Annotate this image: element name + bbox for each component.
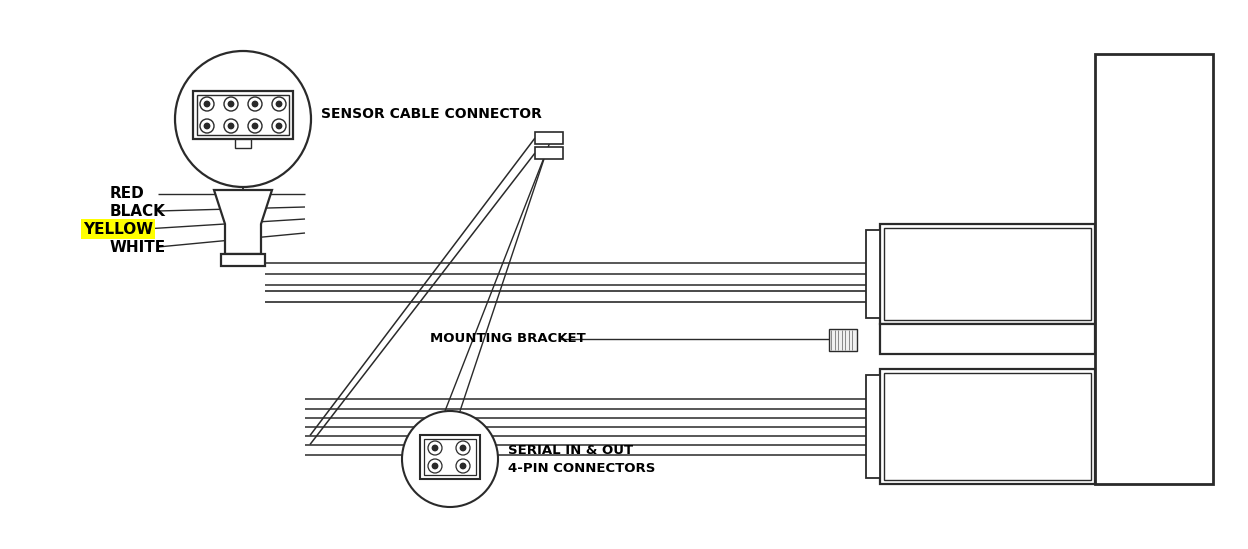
Text: SENSOR CABLE CONNECTOR: SENSOR CABLE CONNECTOR (321, 107, 542, 121)
Circle shape (428, 459, 442, 473)
Bar (880, 224, 1094, 324)
Circle shape (433, 463, 438, 468)
Circle shape (223, 119, 238, 133)
Text: YELLOW: YELLOW (84, 221, 154, 237)
Circle shape (402, 411, 498, 507)
Circle shape (428, 441, 442, 455)
Circle shape (272, 97, 286, 111)
Text: MOUNTING BRACKET: MOUNTING BRACKET (431, 333, 585, 345)
Bar (193, 91, 293, 139)
Circle shape (223, 97, 238, 111)
Bar (884, 228, 1091, 320)
Circle shape (461, 463, 466, 468)
Text: WHITE: WHITE (110, 239, 166, 255)
Circle shape (252, 102, 257, 107)
Circle shape (205, 124, 210, 128)
Circle shape (252, 124, 257, 128)
Bar (866, 375, 880, 478)
Circle shape (200, 119, 213, 133)
Bar (884, 373, 1091, 480)
Circle shape (175, 51, 311, 187)
Circle shape (277, 124, 282, 128)
Text: BLACK: BLACK (110, 204, 166, 219)
Circle shape (200, 97, 213, 111)
Circle shape (248, 97, 262, 111)
Circle shape (433, 445, 438, 451)
Bar (880, 324, 1094, 354)
Circle shape (272, 119, 286, 133)
Bar (221, 254, 265, 266)
Text: RED: RED (110, 187, 145, 201)
Bar (866, 230, 880, 318)
Circle shape (228, 102, 233, 107)
Circle shape (456, 459, 470, 473)
Circle shape (456, 441, 470, 455)
Bar (424, 439, 475, 475)
Text: SERIAL IN & OUT: SERIAL IN & OUT (508, 445, 633, 457)
Bar (1094, 54, 1213, 484)
Text: 4-PIN CONNECTORS: 4-PIN CONNECTORS (508, 462, 655, 475)
Bar (421, 435, 480, 479)
Bar (535, 147, 563, 159)
Circle shape (248, 119, 262, 133)
Polygon shape (213, 190, 272, 254)
Bar (535, 132, 563, 144)
Circle shape (277, 102, 282, 107)
Bar (880, 369, 1094, 484)
Bar (235, 139, 251, 148)
Circle shape (461, 445, 466, 451)
Bar (829, 329, 857, 351)
Circle shape (205, 102, 210, 107)
Bar (197, 95, 290, 135)
Circle shape (228, 124, 233, 128)
